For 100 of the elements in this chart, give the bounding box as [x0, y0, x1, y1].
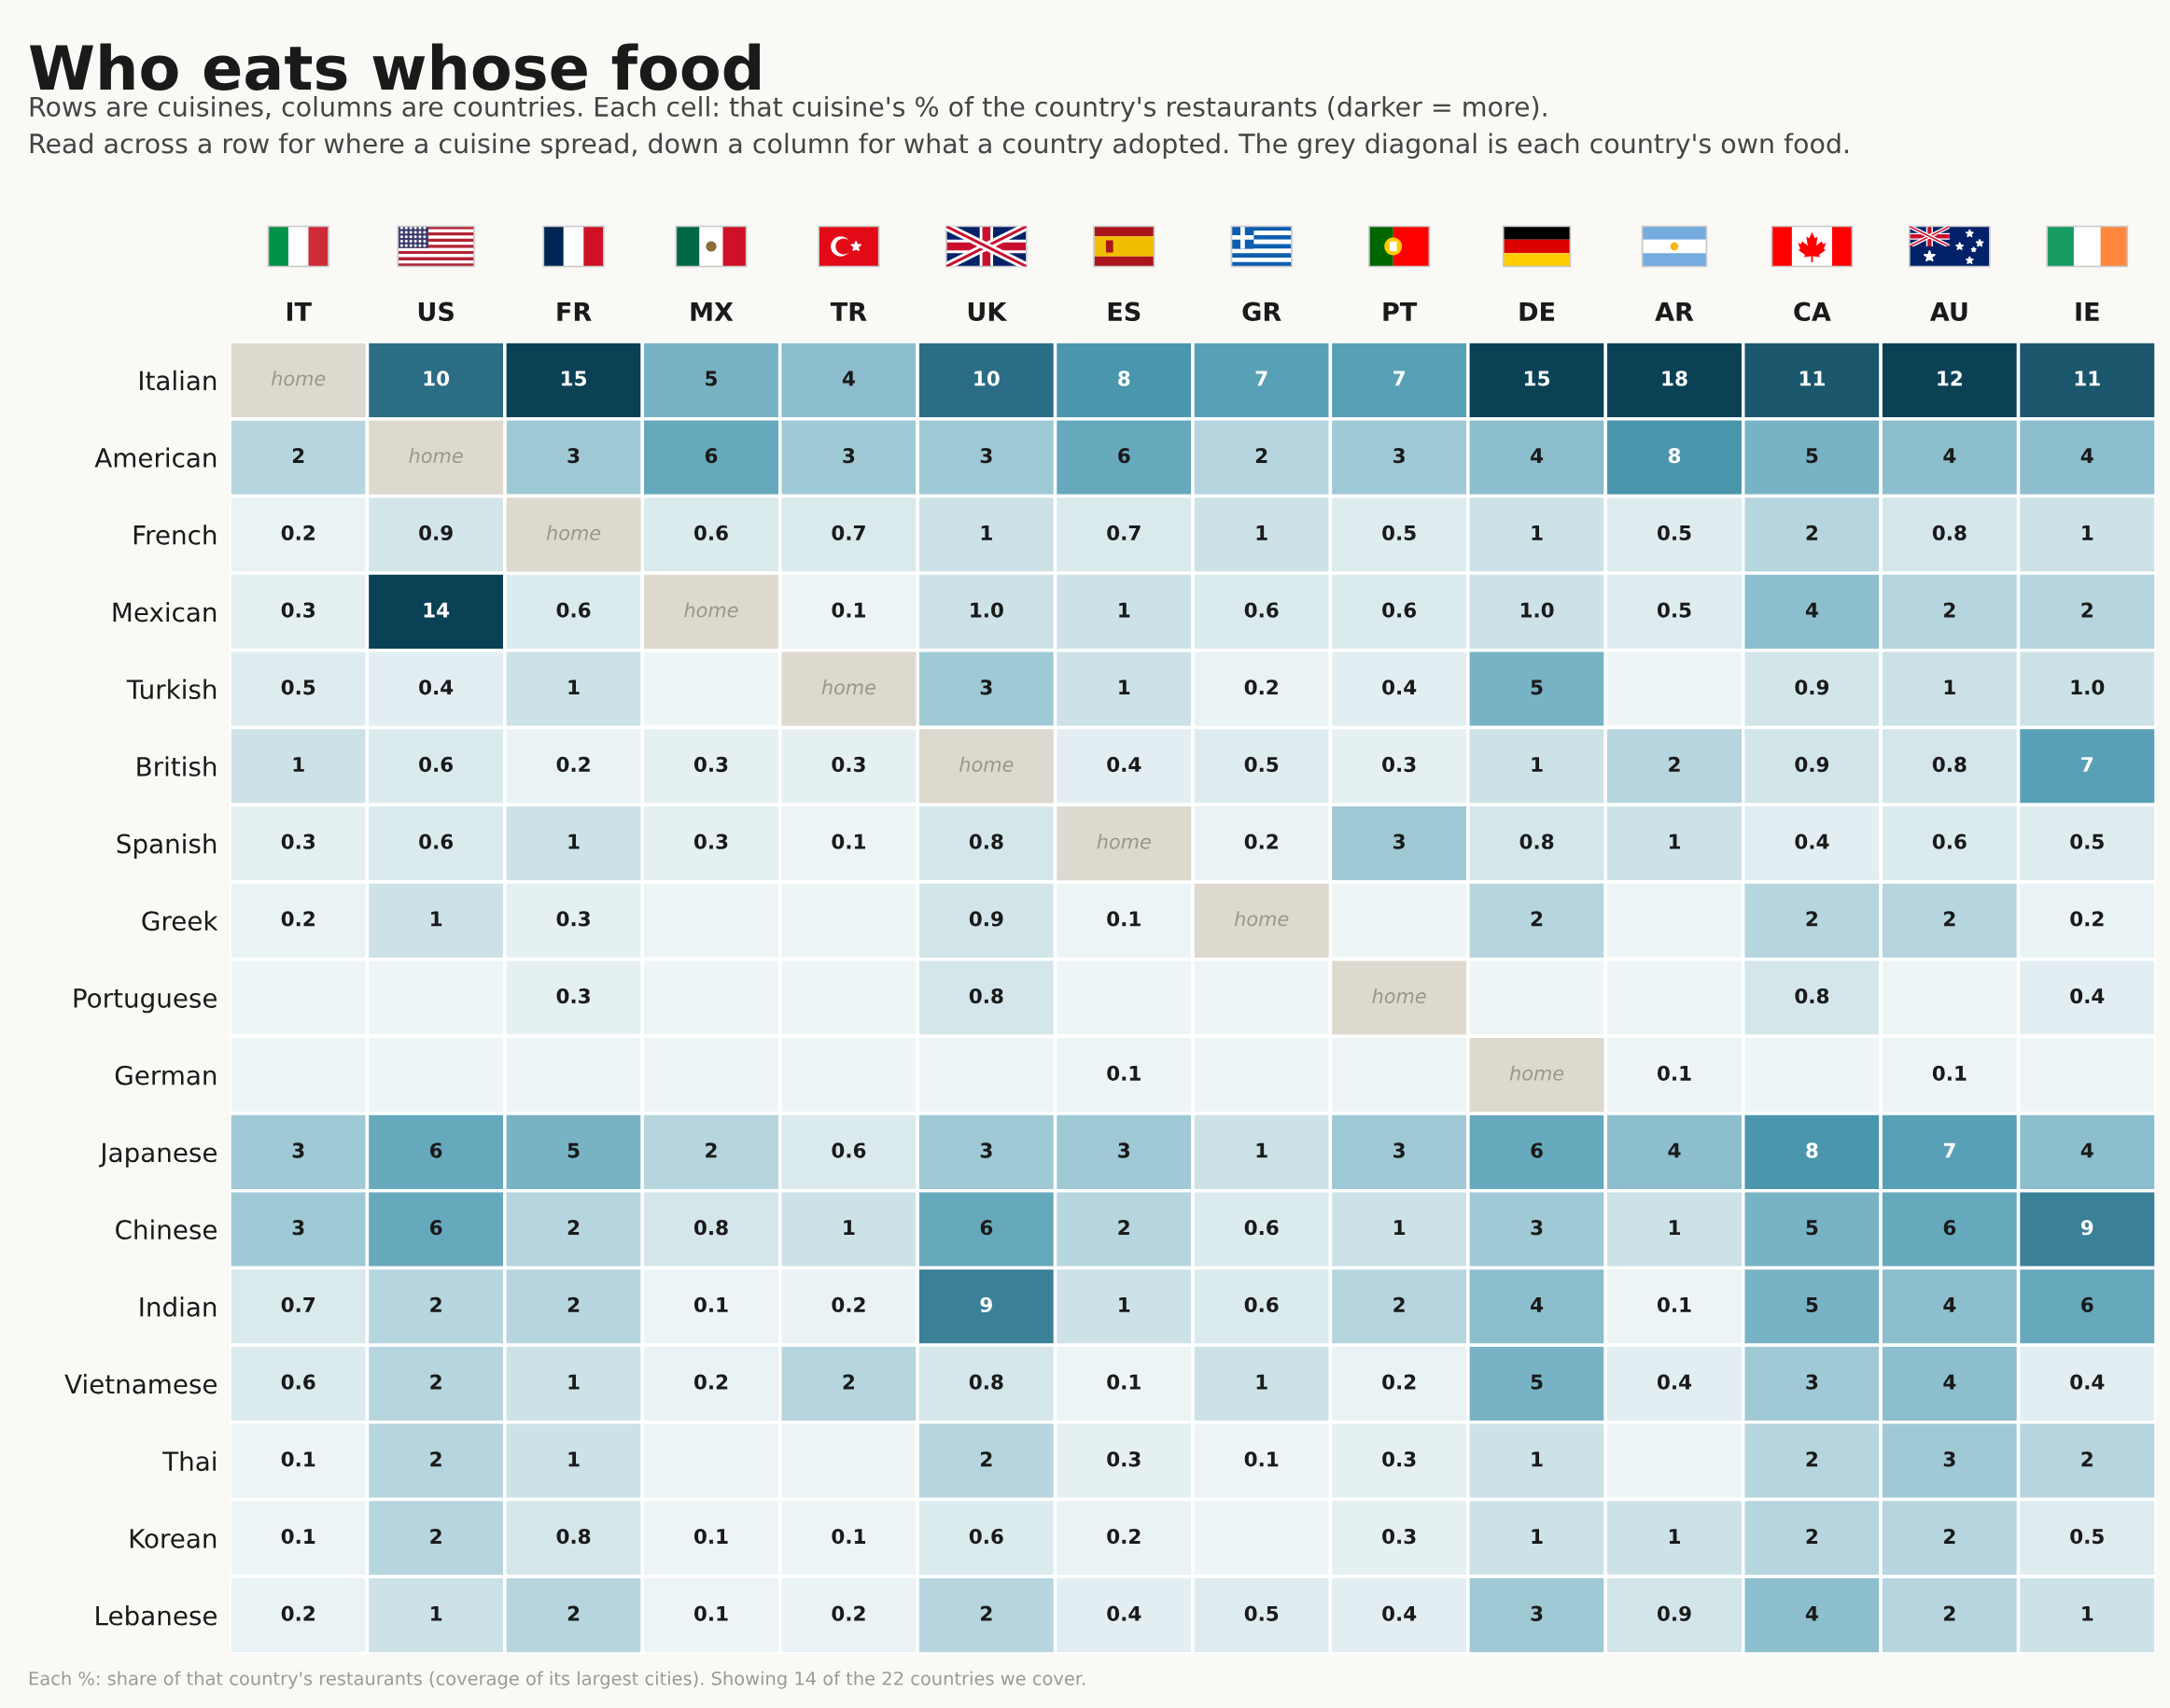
data-label: 0.3: [693, 833, 728, 849]
data-label: 3: [980, 679, 992, 695]
data-label: 0.9: [419, 525, 453, 541]
data-label: 1: [293, 757, 304, 772]
y-tick-label: Portuguese: [74, 988, 217, 1014]
data-label: 1: [1532, 1529, 1543, 1544]
data-label: 10: [974, 371, 1000, 386]
data-label: 5: [1806, 1297, 1818, 1313]
data-label: 2: [430, 1374, 441, 1390]
data-label: 0.1: [832, 602, 866, 618]
data-label: 2: [2081, 1451, 2093, 1467]
data-label: 9: [980, 1296, 992, 1313]
data-label: 1: [431, 1605, 442, 1621]
y-tick-label: French: [133, 525, 217, 545]
data-label: 0.8: [1519, 833, 1554, 849]
y-tick-label: Turkish: [126, 679, 217, 700]
data-label: 0.7: [832, 525, 865, 541]
text: home: [821, 679, 876, 695]
data-label: 0.5: [2070, 833, 2104, 849]
data-label: 1: [1669, 1220, 1681, 1236]
data-label: 0.3: [556, 987, 590, 1004]
data-label: 0.1: [1657, 1065, 1691, 1081]
data-label: 0.2: [556, 756, 590, 773]
data-label: 0.1: [281, 1528, 315, 1545]
data-label: 1: [1119, 679, 1130, 695]
x-tick-label: ES: [1108, 301, 1141, 322]
data-label: 0.8: [969, 1374, 1003, 1390]
data-label: 0.8: [556, 1528, 591, 1545]
x-tick-label: FR: [557, 301, 592, 321]
data-label: 1: [568, 1374, 580, 1390]
data-label: 3: [1806, 1374, 1818, 1390]
data-label: 6: [705, 448, 718, 464]
data-label: 0.3: [556, 911, 590, 927]
data-label: 2: [1944, 1528, 1955, 1544]
text: home: [1097, 833, 1151, 849]
data-label: 0.9: [1795, 756, 1829, 773]
data-label: 2: [292, 448, 304, 463]
data-label: 3: [980, 448, 992, 464]
x-tick-label: PT: [1383, 301, 1418, 321]
data-label: 0.2: [1107, 1528, 1141, 1545]
data-label: 0.4: [2070, 1374, 2105, 1390]
data-label: 0.6: [556, 602, 591, 618]
x-tick-label: US: [418, 301, 454, 322]
data-label: 1: [568, 833, 580, 849]
data-label: 2: [1806, 911, 1818, 927]
y-tick-label: American: [94, 447, 217, 469]
data-label: 1: [1119, 602, 1130, 618]
data-label: 7: [2081, 757, 2093, 772]
data-label: 2: [1669, 756, 1680, 772]
y-tick-label: Lebanese: [96, 1605, 217, 1626]
data-label: 3: [843, 448, 855, 464]
data-label: 0.8: [969, 833, 1003, 849]
data-label: 2: [1118, 1220, 1129, 1236]
data-label: 6: [1531, 1142, 1543, 1158]
chart-title: Who eats whose food: [29, 43, 760, 91]
data-label: 5: [1806, 1220, 1818, 1236]
data-label: 3: [292, 1220, 304, 1236]
data-label: 8: [1806, 1142, 1818, 1158]
data-label: 10: [424, 371, 450, 386]
data-label: 3: [980, 1142, 992, 1158]
data-label: 2: [1806, 525, 1818, 540]
x-tick-label: MX: [691, 301, 734, 321]
data-label: 6: [429, 1220, 442, 1236]
data-label: 8: [1668, 448, 1681, 464]
data-label: 0.5: [1244, 756, 1279, 773]
data-label: 15: [1525, 371, 1550, 386]
data-label: 2: [567, 1296, 580, 1312]
data-label: 5: [1531, 679, 1543, 695]
x-tick-label: TR: [830, 301, 867, 321]
data-label: 1: [431, 911, 442, 927]
data-label: 0.6: [1244, 602, 1279, 618]
data-label: 0.6: [832, 1142, 866, 1158]
x-tick-label: CA: [1794, 301, 1831, 322]
data-label: 2: [706, 1142, 717, 1158]
y-tick-label: British: [137, 756, 217, 777]
x-tick-label: AR: [1655, 301, 1694, 321]
data-label: 2: [567, 1220, 580, 1236]
data-label: 0.4: [1382, 679, 1417, 695]
y-tick-label: Korean: [130, 1529, 217, 1548]
y-tick-label: Japanese: [98, 1142, 217, 1168]
data-label: 2: [430, 1451, 441, 1467]
data-label: 0.2: [281, 1605, 315, 1621]
data-label: 1: [1256, 1374, 1267, 1390]
data-label: 2: [1944, 1605, 1955, 1621]
data-label: 0.4: [2070, 987, 2105, 1004]
data-label: 0.3: [832, 756, 865, 773]
data-label: 4: [2080, 1142, 2093, 1158]
data-label: 0.2: [1382, 1374, 1416, 1390]
data-label: 7: [1255, 371, 1267, 386]
data-label: 2: [1393, 1296, 1405, 1312]
data-label: 0.3: [693, 756, 728, 773]
data-label: 3: [292, 1142, 304, 1158]
data-label: 0.6: [1932, 833, 1967, 849]
data-label: 4: [1531, 1297, 1544, 1312]
data-label: 11: [2075, 371, 2100, 386]
data-label: 0.1: [281, 1451, 315, 1467]
data-label: 0.3: [1382, 1528, 1416, 1545]
data-label: 0.2: [832, 1605, 865, 1621]
text: home: [959, 756, 1014, 772]
data-label: 5: [1806, 448, 1818, 464]
